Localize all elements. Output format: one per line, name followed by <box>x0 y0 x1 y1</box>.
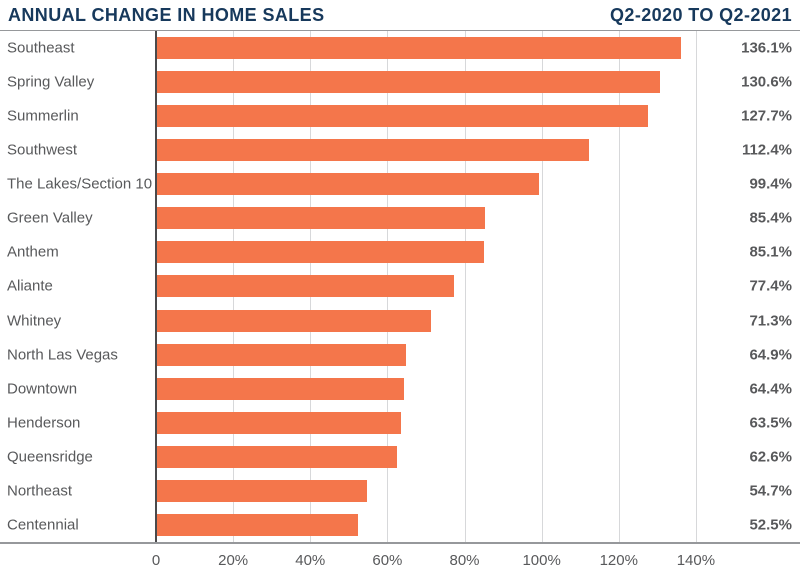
bar <box>156 377 405 400</box>
x-tick-label: 80% <box>449 552 480 569</box>
category-label: Southwest <box>7 141 78 159</box>
bar-row: Spring Valley 130.6% <box>0 65 800 99</box>
x-tick-label: 20% <box>218 552 249 569</box>
chart-subtitle: Q2-2020 TO Q2-2021 <box>610 4 792 25</box>
value-label: 112.4% <box>741 141 792 159</box>
bar <box>156 411 401 434</box>
bar <box>156 207 486 230</box>
value-label: 127.7% <box>741 107 792 125</box>
category-label: Aliante <box>7 277 53 295</box>
value-label: 54.7% <box>749 482 792 500</box>
bar-row: Southeast 136.1% <box>0 31 800 65</box>
bar-row: Summerlin 127.7% <box>0 99 800 133</box>
value-label: 52.5% <box>749 516 792 534</box>
gridline <box>695 31 697 542</box>
x-tick-label: 120% <box>599 552 638 569</box>
value-label: 99.4% <box>749 175 792 193</box>
plot-area: Southeast 136.1% Spring Valley 130.6% Summer… <box>0 31 800 544</box>
category-label: Southeast <box>7 39 75 57</box>
category-label: Queensridge <box>7 448 93 466</box>
bar <box>156 309 431 332</box>
bar <box>156 71 660 94</box>
bar-row: Whitney 71.3% <box>0 304 800 338</box>
bar-row: Downtown 64.4% <box>0 372 800 406</box>
bar-row: Southwest 112.4% <box>0 133 800 167</box>
chart-title: ANNUAL CHANGE IN HOME SALES <box>8 4 325 25</box>
value-label: 130.6% <box>741 73 792 91</box>
bar <box>156 173 540 196</box>
category-label: Whitney <box>7 312 62 330</box>
category-label: Green Valley <box>7 209 93 227</box>
bar-row: North Las Vegas 64.9% <box>0 338 800 372</box>
bar <box>156 241 485 264</box>
value-label: 62.6% <box>749 448 792 466</box>
category-label: Spring Valley <box>7 73 95 91</box>
x-tick-label: 140% <box>676 552 716 569</box>
bar-row: Henderson 63.5% <box>0 406 800 440</box>
value-label: 64.4% <box>749 380 792 398</box>
bar <box>156 105 649 128</box>
x-tick-label: 60% <box>372 552 403 569</box>
value-label: 64.9% <box>749 346 792 364</box>
chart-header: ANNUAL CHANGE IN HOME SALES Q2-2020 TO Q… <box>0 0 800 31</box>
category-label: Downtown <box>7 380 78 398</box>
bar-row: Queensridge 62.6% <box>0 440 800 474</box>
bar-row: Centennial 52.5% <box>0 508 800 542</box>
bar <box>156 343 407 366</box>
bar <box>156 37 681 60</box>
value-label: 71.3% <box>749 312 792 330</box>
category-label: Anthem <box>7 243 59 261</box>
value-label: 136.1% <box>741 39 792 57</box>
bar <box>156 479 367 502</box>
bar <box>156 275 455 298</box>
gridline <box>618 31 620 542</box>
category-label: Henderson <box>7 414 81 432</box>
gridline <box>541 31 543 542</box>
y-axis-line <box>155 31 157 542</box>
category-label: Northeast <box>7 482 73 500</box>
bar-row: Green Valley 85.4% <box>0 201 800 235</box>
category-label: Centennial <box>7 516 79 534</box>
category-label: The Lakes/Section 10 <box>7 175 153 193</box>
value-label: 77.4% <box>749 277 792 295</box>
bar-row: Anthem 85.1% <box>0 235 800 269</box>
x-axis: 0 20% 40% 60% 80% 100% 120% 140% <box>0 549 800 579</box>
value-label: 85.4% <box>749 209 792 227</box>
x-tick-label: 40% <box>295 552 326 569</box>
x-tick-label: 100% <box>522 552 561 569</box>
bar-row: Northeast 54.7% <box>0 474 800 508</box>
bar-row: The Lakes/Section 10 99.4% <box>0 167 800 201</box>
category-label: North Las Vegas <box>7 346 118 364</box>
bar <box>156 445 398 468</box>
bar-row: Aliante 77.4% <box>0 269 800 303</box>
gridline <box>464 31 466 542</box>
bar <box>156 139 590 162</box>
x-tick-label: 0 <box>151 552 161 569</box>
value-label: 63.5% <box>749 414 792 432</box>
value-label: 85.1% <box>749 243 792 261</box>
bar <box>156 513 359 536</box>
category-label: Summerlin <box>7 107 79 125</box>
